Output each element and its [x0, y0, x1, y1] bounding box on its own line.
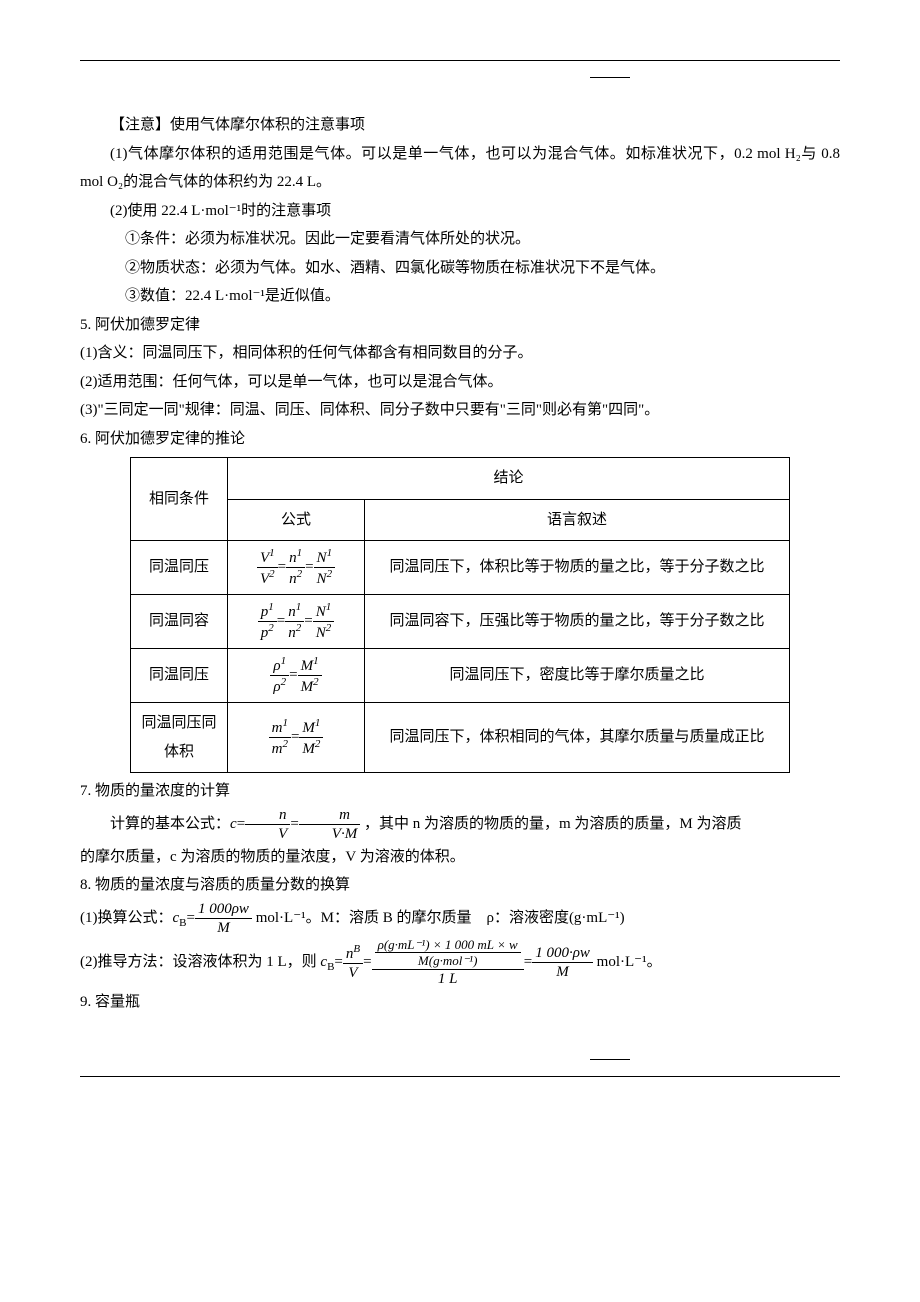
text: ，其中 n 为溶质的物质的量，m 为溶质的质量，M 为溶质: [360, 815, 741, 831]
th-formula: 公式: [228, 499, 365, 541]
cell-formula: ρ1ρ2=M1M2: [228, 649, 365, 703]
table-row: 同温同压同体积 m1m2=M1M2 同温同压下，体积相同的气体，其摩尔质量与质量…: [131, 703, 790, 773]
para: (2)使用 22.4 L·mol⁻¹时的注意事项: [80, 197, 840, 226]
cell: 同温同压同体积: [131, 703, 228, 773]
text: 计算的基本公式：: [110, 815, 230, 831]
footer-rule: [80, 1076, 840, 1101]
heading: 8. 物质的量浓度与溶质的质量分数的换算: [80, 871, 840, 900]
para: ①条件：必须为标准状况。因此一定要看清气体所处的状况。: [80, 225, 840, 254]
th-condition: 相同条件: [131, 458, 228, 541]
note-title: 【注意】使用气体摩尔体积的注意事项: [80, 111, 840, 140]
corollary-table: 相同条件 结论 公式 语言叙述 同温同压 V1V2=n1n2=N1N2 同温同压…: [130, 457, 790, 773]
heading: 6. 阿伏加德罗定律的推论: [80, 425, 840, 454]
para: 的摩尔质量，c 为溶质的物质的量浓度，V 为溶液的体积。: [80, 843, 840, 872]
para: (2)适用范围：任何气体，可以是单一气体，也可以是混合气体。: [80, 368, 840, 397]
text: mol·L⁻¹。: [593, 954, 662, 970]
cell: 同温同容: [131, 595, 228, 649]
cell-formula: V1V2=n1n2=N1N2: [228, 541, 365, 595]
th-desc: 语言叙述: [365, 499, 790, 541]
table-row: 同温同容 p1p2=n1n2=N1N2 同温同容下，压强比等于物质的量之比，等于…: [131, 595, 790, 649]
th-conclusion: 结论: [228, 458, 790, 500]
header-rule: [80, 60, 840, 91]
para: (1)含义：同温同压下，相同体积的任何气体都含有相同数目的分子。: [80, 339, 840, 368]
para: ③数值：22.4 L·mol⁻¹是近似值。: [80, 282, 840, 311]
cell: 同温同压下，密度比等于摩尔质量之比: [365, 649, 790, 703]
table-row: 同温同压 V1V2=n1n2=N1N2 同温同压下，体积比等于物质的量之比，等于…: [131, 541, 790, 595]
cell: 同温同容下，压强比等于物质的量之比，等于分子数之比: [365, 595, 790, 649]
heading: 5. 阿伏加德罗定律: [80, 311, 840, 340]
heading: 7. 物质的量浓度的计算: [80, 777, 840, 806]
formula-line: 计算的基本公式：c=nV=mV·M ，其中 n 为溶质的物质的量，m 为溶质的质…: [80, 806, 840, 843]
cell-formula: p1p2=n1n2=N1N2: [228, 595, 365, 649]
para: (3)"三同定一同"规律：同温、同压、同体积、同分子数中只要有"三同"则必有第"…: [80, 396, 840, 425]
formula-line: (1)换算公式：cB=1 000ρwM mol·L⁻¹。M：溶质 B 的摩尔质量…: [80, 900, 840, 937]
text: mol·L⁻¹。M：溶质 B 的摩尔质量 ρ：溶液密度(g·mL⁻¹): [252, 909, 625, 925]
formula-line: (2)推导方法：设溶液体积为 1 L，则 cB=nBV=ρ(g·mL⁻¹) × …: [80, 937, 840, 988]
text: (2)推导方法：设溶液体积为 1 L，则: [80, 954, 320, 970]
cell: 同温同压下，体积比等于物质的量之比，等于分子数之比: [365, 541, 790, 595]
cell: 同温同压: [131, 541, 228, 595]
cell-formula: m1m2=M1M2: [228, 703, 365, 773]
para: (1)气体摩尔体积的适用范围是气体。可以是单一气体，也可以为混合气体。如标准状况…: [80, 140, 840, 197]
cell: 同温同压下，体积相同的气体，其摩尔质量与质量成正比: [365, 703, 790, 773]
cell: 同温同压: [131, 649, 228, 703]
text: (1)换算公式：: [80, 909, 173, 925]
para: ②物质状态：必须为气体。如水、酒精、四氯化碳等物质在标准状况下不是气体。: [80, 254, 840, 283]
table-row: 同温同压 ρ1ρ2=M1M2 同温同压下，密度比等于摩尔质量之比: [131, 649, 790, 703]
heading: 9. 容量瓶: [80, 988, 840, 1017]
